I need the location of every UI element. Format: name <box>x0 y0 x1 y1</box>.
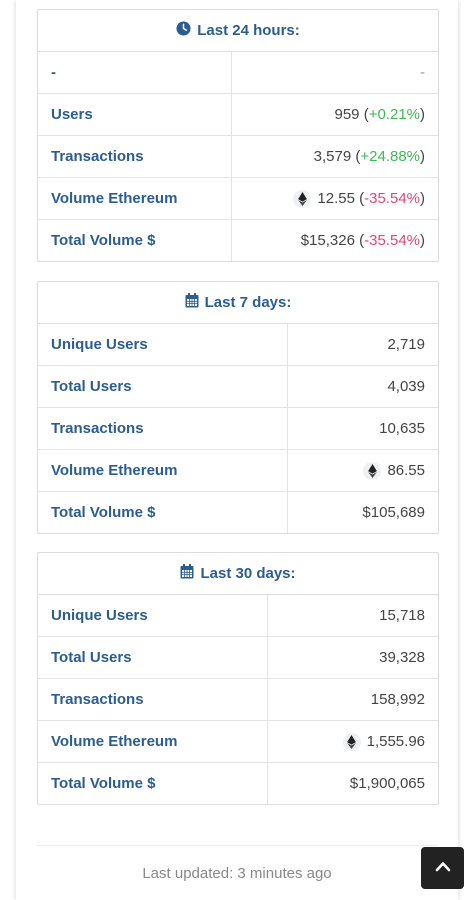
value-text: 12.55 <box>317 190 355 207</box>
calendar-icon <box>180 564 194 583</box>
table-row: Transactions 158,992 <box>38 679 438 721</box>
value-text: 86.55 <box>387 462 425 479</box>
scroll-to-top-button[interactable] <box>421 847 464 889</box>
change-badge: +24.88% <box>360 148 420 165</box>
panel-title: Last 24 hours: <box>197 22 300 39</box>
row-label: Total Volume $ <box>38 220 232 261</box>
calendar-icon <box>185 293 199 312</box>
last-updated-text: Last updated: 3 minutes ago <box>142 865 332 882</box>
row-label: Unique Users <box>38 324 288 365</box>
panel-header-7d: Last 7 days: <box>38 282 438 324</box>
panel-header-24h: Last 24 hours: <box>38 10 438 52</box>
stats-panel-7d: Last 7 days: Unique Users 2,719 Total Us… <box>37 281 439 534</box>
table-row: Volume Ethereum 12.55 (-35.54%) <box>38 178 438 220</box>
stats-panel-30d: Last 30 days: Unique Users 15,718 Total … <box>37 552 439 805</box>
row-value: 959 (+0.21%) <box>334 106 426 123</box>
row-label: Transactions <box>38 679 268 720</box>
value-text: 959 <box>334 106 360 123</box>
row-value: 158,992 <box>370 691 425 708</box>
ethereum-icon <box>293 189 312 208</box>
change-badge: +0.21% <box>368 106 420 123</box>
row-label: Users <box>38 94 232 135</box>
table-row: Total Users 39,328 <box>38 637 438 679</box>
table-row: Volume Ethereum 86.55 <box>38 450 438 492</box>
chevron-up-icon <box>435 859 451 877</box>
table-row: Total Users 4,039 <box>38 366 438 408</box>
row-label: Volume Ethereum <box>38 450 288 491</box>
ethereum-icon <box>363 461 382 480</box>
panel-title: Last 7 days: <box>204 294 292 311</box>
panel-title: Last 30 days: <box>200 565 296 582</box>
table-row: Total Volume $ $105,689 <box>38 492 438 533</box>
value-text: 3,579 <box>313 148 352 165</box>
row-value: $15,326 (-35.54%) <box>300 232 425 249</box>
row-value: 4,039 <box>387 378 425 395</box>
table-row: Transactions 10,635 <box>38 408 438 450</box>
row-value: 39,328 <box>379 649 425 666</box>
table-row: Total Volume $ $15,326 (-35.54%) <box>38 220 438 261</box>
row-value: $105,689 <box>362 504 425 521</box>
row-label: - <box>38 52 232 93</box>
value-text: $15,326 <box>300 232 355 249</box>
row-label: Total Volume $ <box>38 763 268 804</box>
row-label: Volume Ethereum <box>38 721 268 762</box>
row-value: 1,555.96 <box>268 721 438 762</box>
table-row: Unique Users 15,718 <box>38 595 438 637</box>
stats-panel-24h: Last 24 hours: - - Users 959 (+0.21%) Tr… <box>37 9 439 262</box>
row-value: $1,900,065 <box>349 775 425 792</box>
row-value: 2,719 <box>387 336 425 353</box>
row-value: 10,635 <box>379 420 425 437</box>
row-label: Total Volume $ <box>38 492 288 533</box>
change-badge: -35.54% <box>364 190 420 207</box>
footer-divider <box>36 845 438 846</box>
row-label: Volume Ethereum <box>38 178 232 219</box>
row-value: 15,718 <box>379 607 425 624</box>
row-label: Unique Users <box>38 595 268 636</box>
row-value: 86.55 <box>288 450 438 491</box>
row-label: Total Users <box>38 637 268 678</box>
ethereum-icon <box>342 732 361 751</box>
table-row: Users 959 (+0.21%) <box>38 94 438 136</box>
table-row: Transactions 3,579 (+24.88%) <box>38 136 438 178</box>
row-label: Transactions <box>38 408 288 449</box>
table-row: - - <box>38 52 438 94</box>
row-value: - <box>420 64 425 81</box>
table-row: Volume Ethereum 1,555.96 <box>38 721 438 763</box>
table-row: Total Volume $ $1,900,065 <box>38 763 438 804</box>
row-label: Transactions <box>38 136 232 177</box>
change-badge: -35.54% <box>364 232 420 249</box>
table-row: Unique Users 2,719 <box>38 324 438 366</box>
clock-icon <box>176 21 191 40</box>
panel-header-30d: Last 30 days: <box>38 553 438 595</box>
row-value: 12.55 (-35.54%) <box>232 178 438 219</box>
stats-page: Last 24 hours: - - Users 959 (+0.21%) Tr… <box>16 0 458 900</box>
row-value: 3,579 (+24.88%) <box>313 148 425 165</box>
row-label: Total Users <box>38 366 288 407</box>
value-text: 1,555.96 <box>366 733 425 750</box>
